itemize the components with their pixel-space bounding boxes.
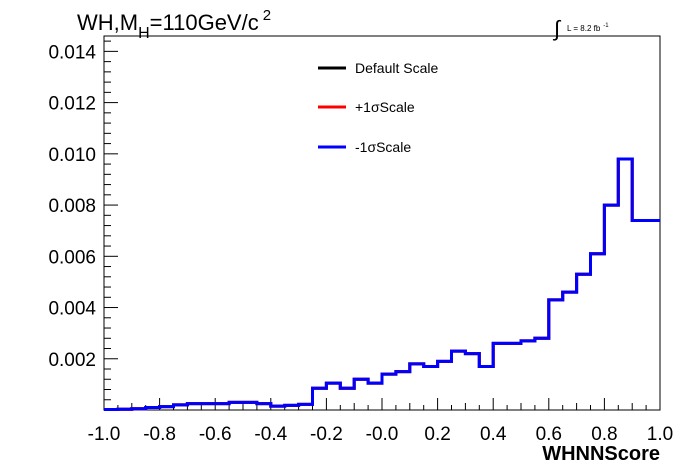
y-tick-label: 0.002 [48, 350, 96, 371]
x-tick-label: 1.0 [647, 424, 673, 445]
y-tick-label: 0.012 [48, 94, 96, 115]
y-tick-label: 0.014 [48, 42, 96, 63]
x-tick-label: 0.8 [591, 424, 617, 445]
x-tick-label: 0.2 [424, 424, 450, 445]
series-layer [104, 157, 660, 411]
luminosity-text: L = 8.2 fb [567, 24, 601, 33]
y-tick-label: 0.006 [48, 247, 96, 268]
x-tick-label: 0.6 [536, 424, 562, 445]
x-tick-label: -0.8 [143, 424, 176, 445]
title-middle: =110GeV/c [150, 10, 259, 35]
legend-label: +1σScale [355, 99, 415, 115]
title-prefix: WH,M [77, 10, 138, 35]
integral-symbol: ∫ [552, 16, 562, 41]
x-tick-label: 0.4 [480, 424, 507, 445]
x-tick-label: -0.4 [254, 424, 287, 445]
luminosity-superscript: -1 [603, 23, 609, 29]
legend: Default Scale +1σScale -1σScale [318, 60, 438, 155]
legend-label: Default Scale [355, 60, 438, 76]
x-tick-label: -0.6 [199, 424, 232, 445]
x-tick-label: -1.0 [88, 424, 121, 445]
plot-frame [103, 35, 661, 411]
chart-title: WH,MH=110GeV/c 2 [77, 7, 271, 42]
y-tick-label: 0.008 [48, 196, 96, 217]
x-axis-title: WHNNScore [542, 443, 660, 465]
title-subscript: H [138, 25, 150, 42]
x-tick-label: -0.2 [310, 424, 343, 445]
y-tick-label: 0.010 [48, 145, 96, 166]
x-tick-label: -0.0 [366, 424, 399, 445]
y-tick-label: 0.004 [48, 299, 96, 320]
legend-label: -1σScale [355, 139, 411, 155]
luminosity-label: L = 8.2 fb -1 [567, 23, 609, 33]
series-line-3 [104, 157, 660, 411]
y-axis: 0.002 0.004 0.006 0.008 0.010 0.012 0.014 [48, 40, 118, 411]
title-superscript: 2 [263, 7, 271, 24]
